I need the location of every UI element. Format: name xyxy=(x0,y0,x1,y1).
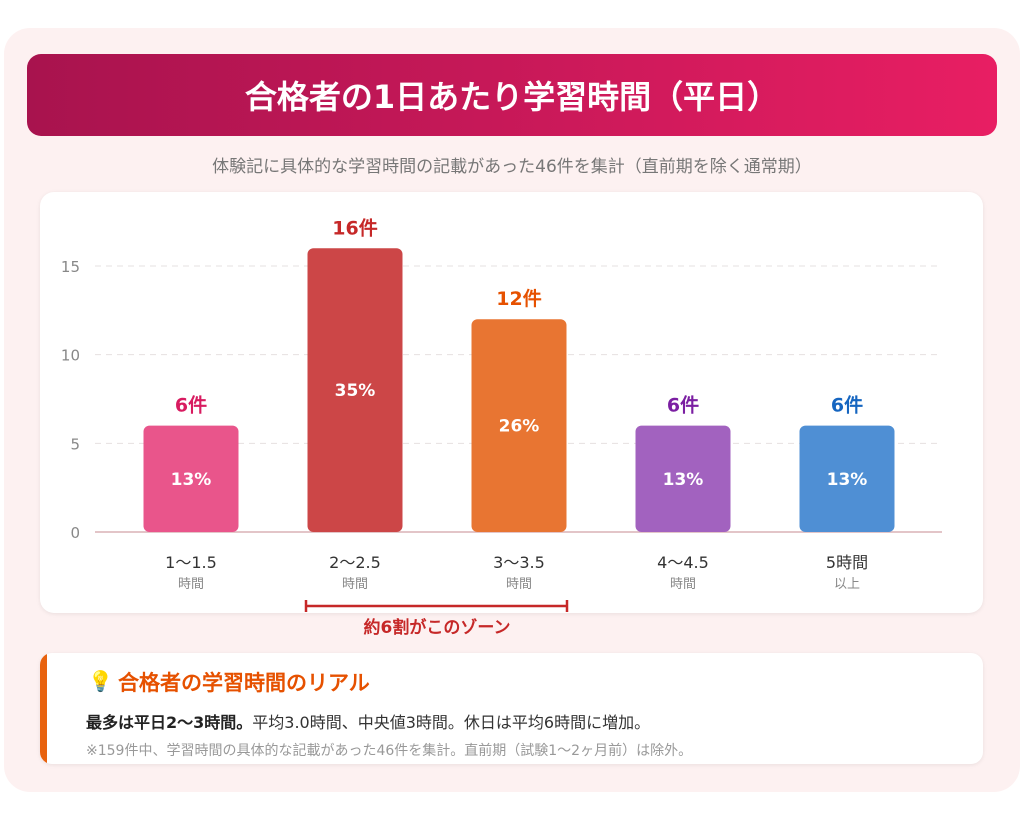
y-tick-label: 0 xyxy=(70,524,80,542)
insight-highlight: 最多は平日2〜3時間。 xyxy=(86,713,253,732)
x-tick-label: 5時間 xyxy=(826,553,868,572)
count-label: 16件 xyxy=(332,216,377,239)
bar xyxy=(471,319,567,532)
page-title: 合格者の1日あたり学習時間（平日） xyxy=(27,54,997,136)
x-tick-label: 2〜2.5 xyxy=(329,553,381,572)
bar-chart: 0 5 10 15 6件 13% 1〜1.5 時間 16件 35% 2〜2.5 時間 12件 26% 3〜3… xyxy=(61,216,942,638)
lightbulb-icon: 💡 xyxy=(88,669,113,693)
x-tick-label: 1〜1.5 xyxy=(165,553,217,572)
bar xyxy=(307,248,403,532)
accent-bar xyxy=(40,653,47,764)
count-label: 6件 xyxy=(175,394,207,417)
bar xyxy=(635,425,731,532)
zone-annotation: 約6割がこのゾーン xyxy=(364,617,511,638)
y-tick-label: 10 xyxy=(61,347,80,365)
x-tick-sublabel: 以上 xyxy=(834,577,860,592)
subtitle: 体験記に具体的な学習時間の記載があった46件を集計（直前期を除く通常期） xyxy=(212,157,812,177)
y-tick-label: 5 xyxy=(70,435,80,453)
insight-title: 合格者の学習時間のリアル xyxy=(118,671,370,695)
count-label: 6件 xyxy=(667,394,699,417)
insight-text: 平均3.0時間、中央値3時間。休日は平均6時間に増加。 xyxy=(252,713,651,732)
percent-label: 26% xyxy=(499,417,540,437)
x-tick-label: 3〜3.5 xyxy=(493,553,545,572)
insight-box: 💡 合格者の学習時間のリアル 最多は平日2〜3時間。平均3.0時間、中央値3時間… xyxy=(40,653,983,764)
count-label: 6件 xyxy=(831,394,863,417)
x-tick-sublabel: 時間 xyxy=(506,577,532,592)
x-tick-sublabel: 時間 xyxy=(670,577,696,592)
percent-label: 13% xyxy=(663,470,704,490)
footnote: ※159件中、学習時間の具体的な記載があった46件を集計。直前期（試験1〜2ヶ月… xyxy=(86,743,693,759)
bar xyxy=(799,425,895,532)
bar xyxy=(143,425,239,532)
percent-label: 13% xyxy=(171,470,212,490)
insight-body: 最多は平日2〜3時間。平均3.0時間、中央値3時間。休日は平均6時間に増加。 xyxy=(86,709,650,733)
percent-label: 13% xyxy=(827,470,868,490)
x-tick-sublabel: 時間 xyxy=(178,577,204,592)
x-tick-label: 4〜4.5 xyxy=(657,553,709,572)
count-label: 12件 xyxy=(496,287,541,310)
x-tick-sublabel: 時間 xyxy=(342,577,368,592)
percent-label: 35% xyxy=(335,381,376,401)
y-tick-label: 15 xyxy=(61,258,80,276)
